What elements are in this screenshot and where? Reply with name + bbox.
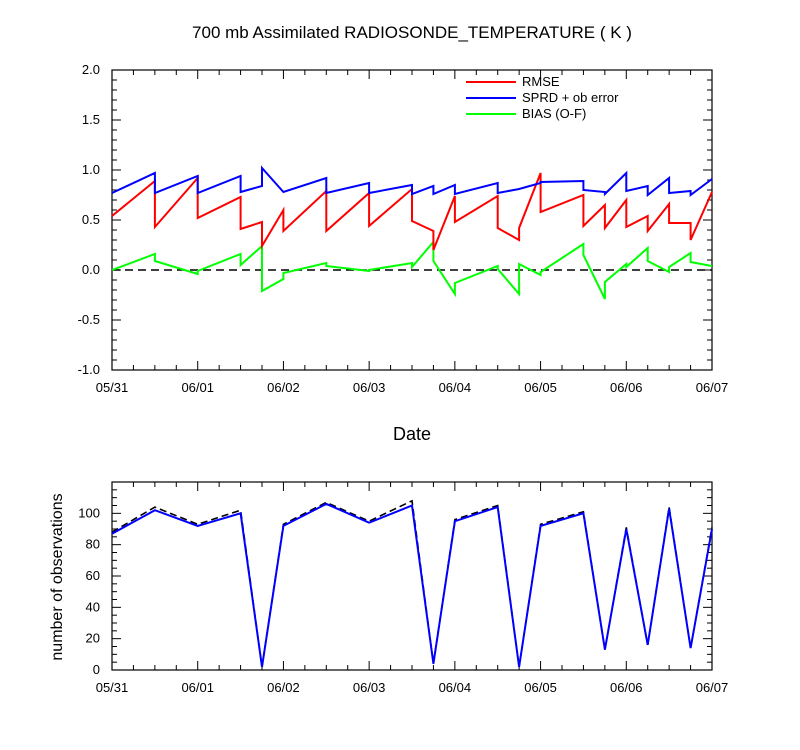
x-tick-label: 06/05 — [524, 380, 557, 395]
series-line-sprd-ob-error — [111, 165, 713, 198]
y-tick-label: 0.0 — [82, 262, 100, 277]
series-line-total — [111, 499, 713, 668]
legend-label: RMSE — [522, 74, 560, 89]
y-tick-label: 20 — [86, 631, 100, 646]
x-tick-label: 06/02 — [267, 680, 300, 695]
x-tick-label: 06/03 — [353, 380, 386, 395]
x-tick-label: 06/01 — [181, 680, 214, 695]
x-tick-label: 06/01 — [181, 380, 214, 395]
top-plot: 05/31 06/01 06/02 06/03 06/04 06/05 06/06 06/07… — [78, 62, 729, 395]
x-tick-label: 05/31 — [96, 380, 129, 395]
y-tick-label: 80 — [86, 537, 100, 552]
x-tick-label: 06/04 — [439, 680, 472, 695]
y-tick-label: 0 — [93, 662, 100, 677]
x-tick-label: 06/02 — [267, 380, 300, 395]
y-axis-label-observations: number of observations — [49, 493, 66, 660]
y-tick-label: 100 — [78, 505, 100, 520]
x-tick-label: 06/07 — [696, 680, 729, 695]
legend-label: BIAS (O-F) — [522, 106, 586, 121]
y-tick-label: 60 — [86, 568, 100, 583]
bottom-plot: 05/31 06/01 06/02 06/03 06/04 06/05 06/06 06/07… — [78, 481, 729, 695]
y-tick-label: 40 — [86, 599, 100, 614]
legend-label: SPRD + ob error — [522, 90, 619, 105]
y-tick-label: -0.5 — [78, 312, 100, 327]
x-tick-label: 06/06 — [610, 380, 643, 395]
x-tick-label: 06/04 — [439, 380, 472, 395]
y-tick-label: 1.5 — [82, 112, 100, 127]
x-axis-label: Date — [393, 424, 431, 444]
y-tick-label: -1.0 — [78, 362, 100, 377]
x-tick-label: 06/03 — [353, 680, 386, 695]
y-tick-label: 0.5 — [82, 212, 100, 227]
y-tick-label: 1.0 — [82, 162, 100, 177]
y-tick-label: 2.0 — [82, 62, 100, 77]
chart-title: 700 mb Assimilated RADIOSONDE_TEMPERATUR… — [192, 23, 632, 42]
series-line-rmse — [111, 172, 713, 251]
series-line-bias-o-f — [111, 239, 713, 300]
x-tick-label: 06/06 — [610, 680, 643, 695]
x-tick-label: 06/07 — [696, 380, 729, 395]
series-line-assimilated — [111, 502, 713, 668]
x-tick-label: 05/31 — [96, 680, 129, 695]
x-tick-label: 06/05 — [524, 680, 557, 695]
